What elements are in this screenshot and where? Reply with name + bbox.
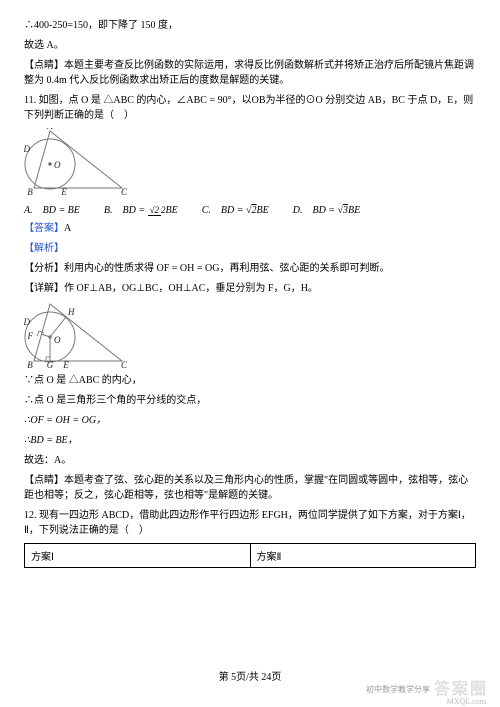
plan-cell-1: 方案Ⅰ [25, 544, 251, 568]
figure-2: A D H F O B G E C [24, 301, 476, 369]
plan-cell-2: 方案Ⅱ [250, 544, 476, 568]
watermark-sub: MXQE.com [447, 697, 486, 706]
point-note: 【点睛】本题主要考查反比例函数的实际运用，求得反比例函数解析式并将矫正治疗后所配… [24, 58, 476, 88]
point-note: 【点睛】本题考查了弦、弦心距的关系以及三角形内心的性质，掌握"在同圆或等圆中，弦… [24, 473, 476, 503]
source-note: 初中数学教学分享 [366, 684, 430, 695]
figure-1: A D O B E C [24, 128, 476, 196]
watermark: 答案圈 [434, 675, 488, 699]
proof-line: ∴OF = OH = OG， [24, 413, 476, 428]
label-o: O [54, 160, 61, 170]
choice-c: C. BD = √2BE [202, 201, 269, 216]
explanation-label: 【解析】 [24, 241, 476, 256]
label-c2: C [121, 360, 128, 369]
label-e2: E [62, 360, 69, 369]
label-o2: O [54, 335, 61, 345]
proof-line: ∵点 O 是 △ABC 的内心， [24, 373, 476, 388]
label-c: C [121, 187, 128, 196]
label-f: F [27, 331, 34, 341]
label-a: A [46, 128, 53, 131]
label-h: H [67, 307, 75, 317]
analysis-text: 【分析】利用内心的性质求得 OF = OH = OG，再利用弦、弦心距的关系即可… [24, 261, 476, 276]
page-number: 第 5页/共 24页 [0, 668, 500, 683]
label-b: B [27, 187, 33, 196]
answer-label: 【答案】A [24, 221, 476, 236]
label-d2: D [24, 317, 31, 327]
label-b2: B [27, 360, 33, 369]
label-g: G [47, 360, 54, 369]
choice-a: A. BD = BE [24, 201, 80, 216]
choice-b: B. BD = √22BE [104, 201, 178, 216]
proof-line: ∴BD = BE， [24, 433, 476, 448]
question-11-stem: 11. 如图，点 O 是 △ABC 的内心，∠ABC = 90°，以OB为半径的… [24, 93, 476, 123]
choice-d: D. BD = √3BE [293, 201, 361, 216]
label-a2: A [46, 301, 53, 303]
text-line: 故选 A。 [24, 38, 476, 53]
text-line: ∴400-250=150，即下降了 150 度， [24, 18, 476, 33]
label-e: E [60, 187, 67, 196]
plan-table: 方案Ⅰ 方案Ⅱ [24, 543, 476, 568]
label-d: D [24, 144, 31, 154]
proof-line: ∴点 O 是三角形三个角的平分线的交点， [24, 393, 476, 408]
proof-line: 故选：A。 [24, 453, 476, 468]
detail-text: 【详解】作 OF⊥AB，OG⊥BC，OH⊥AC，垂足分别为 F，G，H。 [24, 281, 476, 296]
answer-choices: A. BD = BE B. BD = √22BE C. BD = √2BE D.… [24, 201, 476, 216]
question-12-stem: 12. 现有一四边形 ABCD，借助此四边形作平行四边形 EFGH，两位同学提供… [24, 508, 476, 538]
